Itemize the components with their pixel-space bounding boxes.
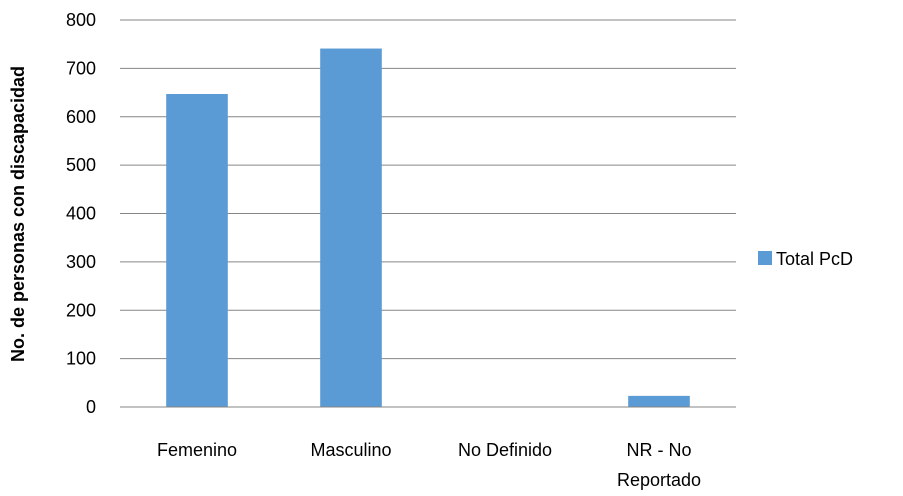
x-category-label: No Definido <box>458 440 552 460</box>
legend-swatch <box>758 251 772 265</box>
x-category-label: Masculino <box>310 440 391 460</box>
y-tick-label: 500 <box>66 155 96 175</box>
bar <box>628 395 690 407</box>
bar <box>166 94 228 408</box>
y-tick-label: 300 <box>66 252 96 272</box>
y-axis-ticks: 0 100 200 300 400 500 600 700 800 <box>66 10 96 417</box>
x-axis-categories: Femenino Masculino No Definido NR - No Repor… <box>157 440 701 490</box>
y-tick-label: 200 <box>66 300 96 320</box>
legend-label: Total PcD <box>776 249 853 269</box>
y-tick-label: 600 <box>66 107 96 127</box>
x-category-label: Femenino <box>157 440 237 460</box>
y-tick-label: 400 <box>66 204 96 224</box>
bar <box>320 48 382 407</box>
y-tick-label: 700 <box>66 58 96 78</box>
y-tick-label: 0 <box>86 397 96 417</box>
x-category-label: NR - No Reportado <box>617 440 701 490</box>
y-tick-label: 800 <box>66 10 96 30</box>
y-axis-label: No. de personas con discapacidad <box>8 66 28 362</box>
legend: Total PcD <box>758 249 853 269</box>
y-tick-label: 100 <box>66 349 96 369</box>
bars <box>166 48 690 408</box>
